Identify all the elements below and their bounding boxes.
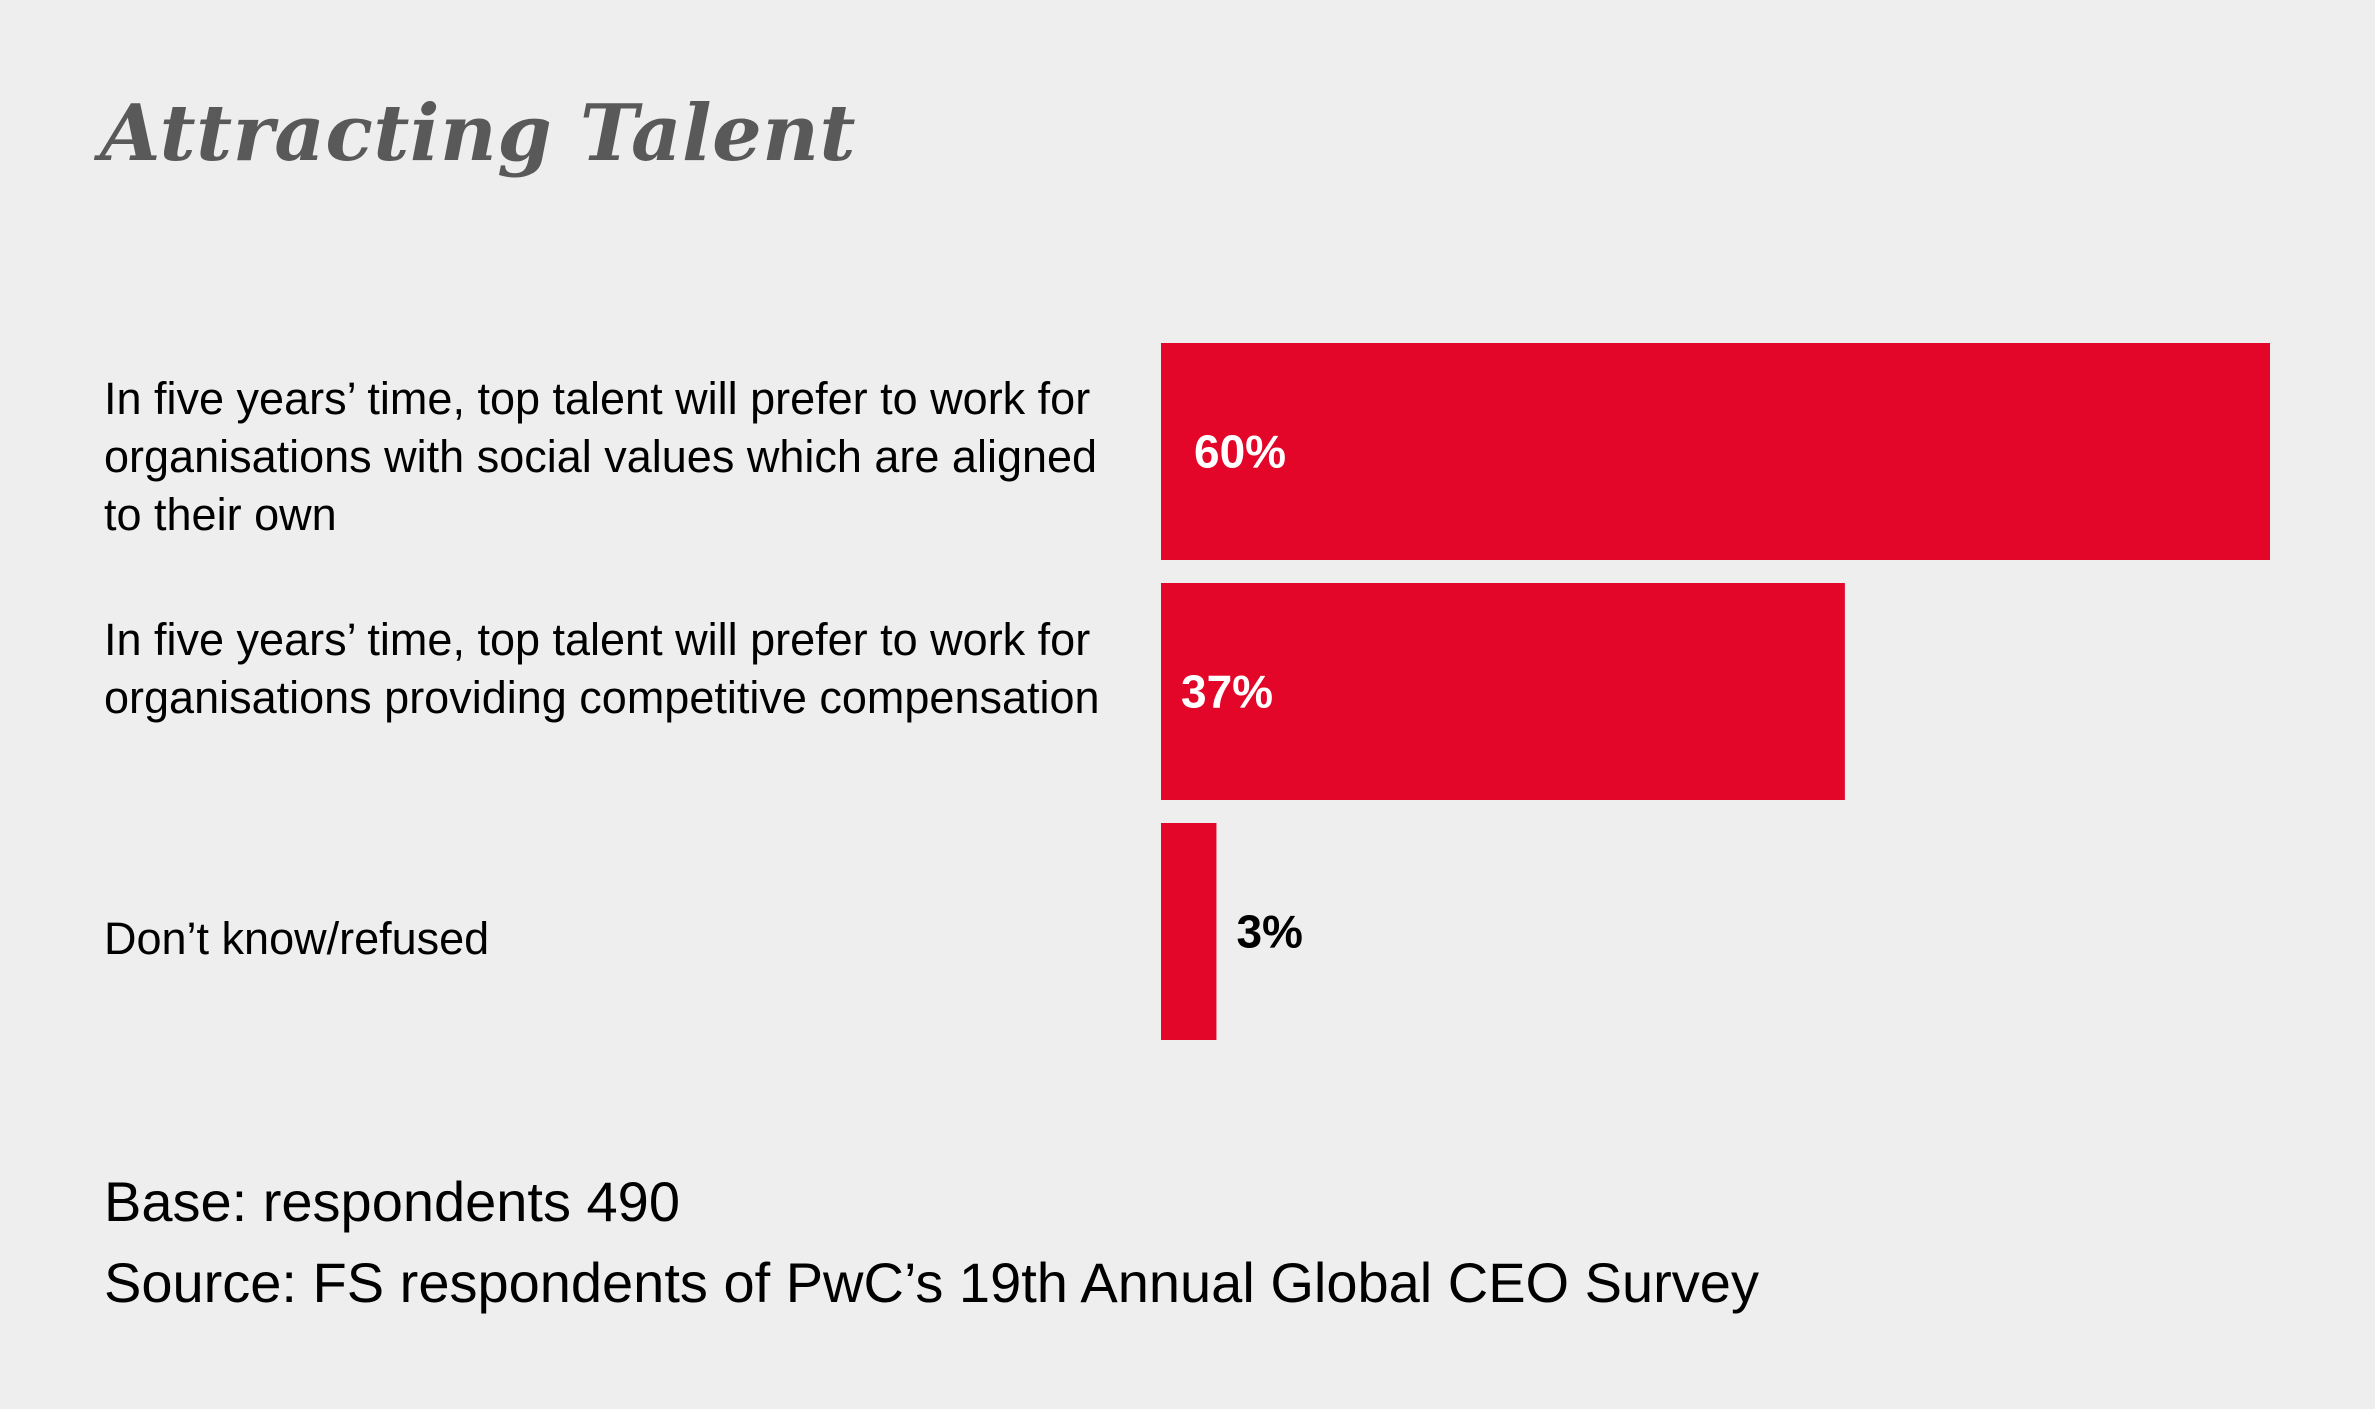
value-labels-group: 60% 37% 3%: [1181, 426, 1303, 958]
source-note: Source: FS respondents of PwC’s 19th Ann…: [104, 1251, 1759, 1314]
bar-social-values: [1161, 343, 2270, 560]
bar-compensation: [1161, 583, 1845, 800]
value-label-dont-know: 3%: [1236, 906, 1302, 958]
value-label-compensation: 37%: [1181, 666, 1273, 718]
bar-dont-know: [1161, 823, 1217, 1040]
category-label-compensation: In five years’ time, top talent will pre…: [104, 614, 1100, 723]
chart-title: Attracting Talent: [100, 88, 857, 179]
value-label-social-values: 60%: [1194, 426, 1286, 478]
bars-group: [1161, 343, 2270, 1040]
category-label-dont-know: Don’t know/refused: [104, 913, 490, 964]
base-note: Base: respondents 490: [104, 1170, 680, 1233]
category-label-social-values: In five years’ time, top talent will pre…: [104, 373, 1098, 540]
